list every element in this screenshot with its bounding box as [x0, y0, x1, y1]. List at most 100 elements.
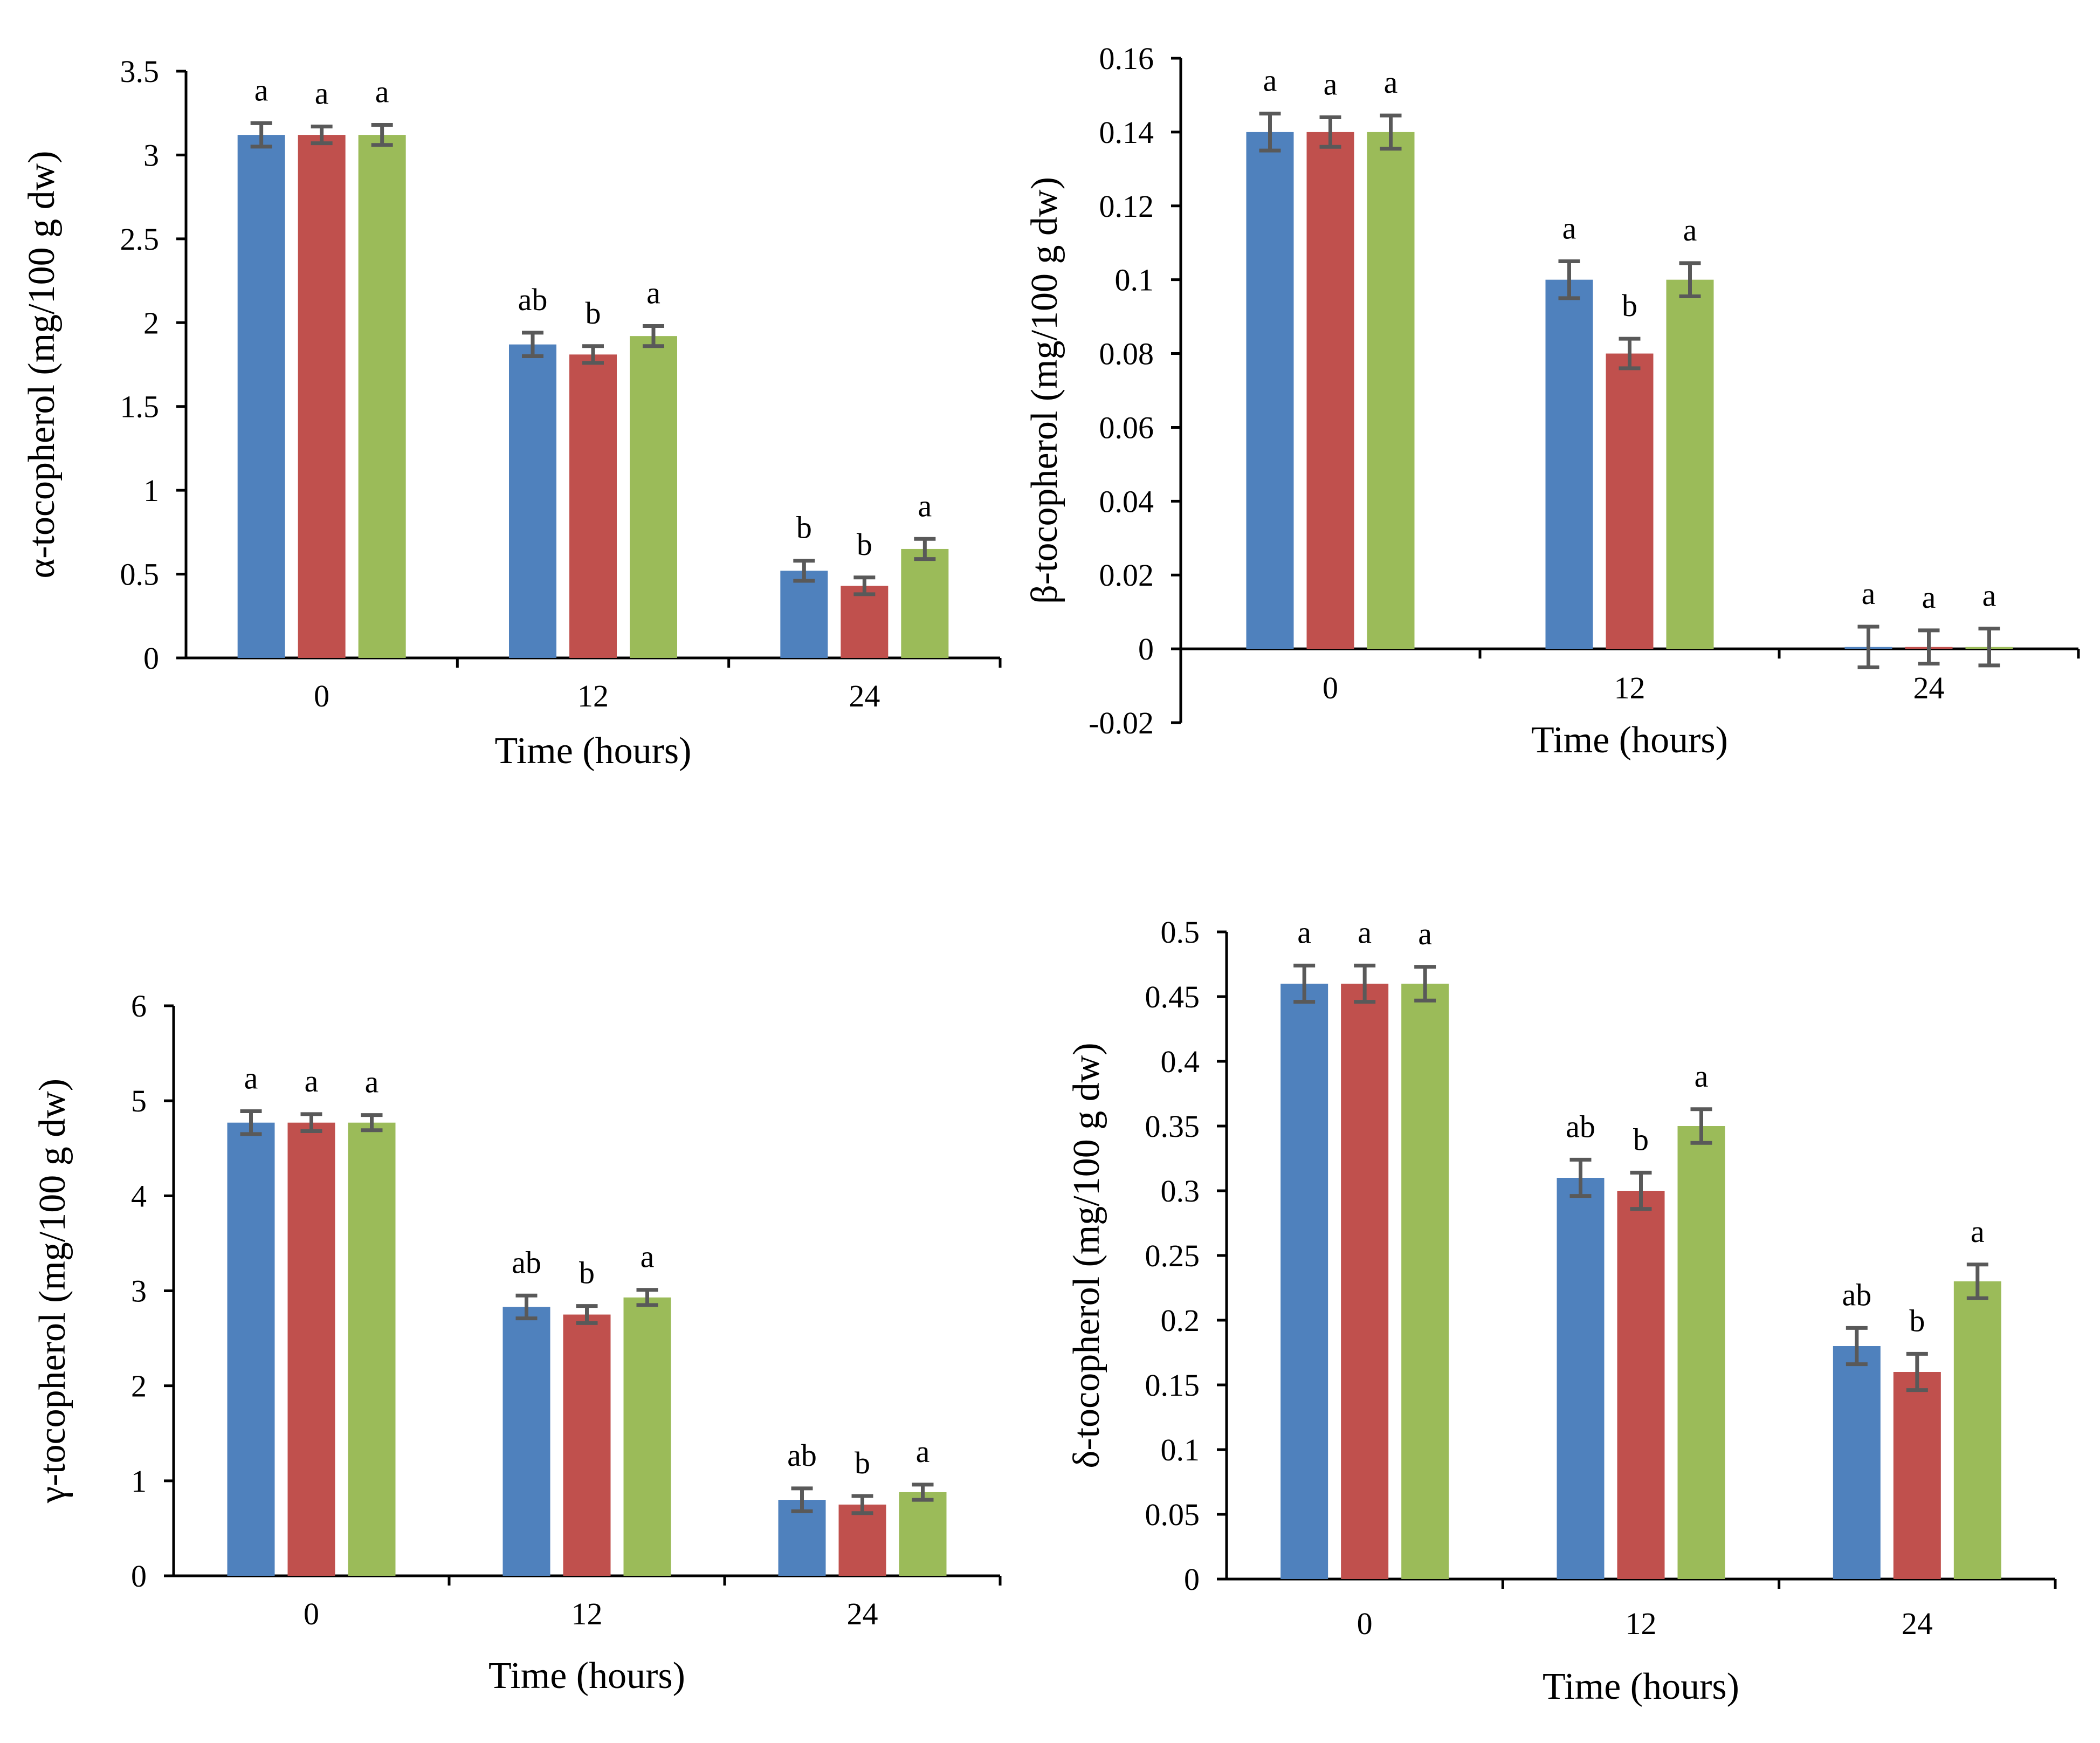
bar — [899, 1492, 947, 1576]
significance-label: a — [1683, 212, 1697, 248]
significance-label: a — [1971, 1214, 1985, 1249]
significance-label: b — [1622, 288, 1637, 323]
error-bar — [1966, 1262, 1988, 1300]
significance-label: a — [1695, 1059, 1709, 1094]
significance-label: ab — [512, 1245, 541, 1280]
y-tick-label: 3 — [143, 138, 159, 173]
y-tick-label: 1 — [143, 473, 159, 508]
y-tick-label: 2.5 — [120, 222, 160, 257]
y-axis-title: β-tocopherol (mg/100 g dw) — [1024, 177, 1065, 604]
error-bar — [582, 344, 604, 365]
error-bar — [1679, 261, 1701, 298]
y-tick-label: 0.35 — [1145, 1109, 1200, 1144]
y-axis-title: γ-tocopherol (mg/100 g dw) — [32, 1079, 73, 1504]
bar — [1893, 1372, 1941, 1579]
significance-label: ab — [1566, 1109, 1595, 1144]
y-tick-label: 0.05 — [1145, 1497, 1200, 1532]
error-bar — [1319, 115, 1341, 149]
error-bar — [311, 125, 333, 146]
significance-label: a — [1384, 65, 1398, 100]
bar — [841, 586, 889, 658]
error-bar — [1690, 1107, 1712, 1145]
error-bar — [576, 1304, 598, 1325]
bar — [901, 548, 949, 658]
y-tick-label: 0.04 — [1099, 484, 1154, 519]
significance-label: a — [365, 1065, 379, 1100]
error-bar — [1354, 963, 1376, 1004]
error-bar — [1414, 965, 1436, 1003]
bar — [1557, 1178, 1605, 1579]
bar — [237, 135, 285, 658]
error-bar — [1259, 112, 1281, 153]
x-axis-title: Time (hours) — [1531, 719, 1728, 761]
significance-label: a — [1297, 915, 1311, 950]
y-tick-label: 0.1 — [1161, 1432, 1200, 1467]
error-bar — [361, 1113, 383, 1133]
significance-label: a — [1324, 67, 1338, 102]
error-bar — [1978, 626, 2000, 668]
y-tick-label: 0.5 — [120, 557, 160, 592]
error-bar — [1380, 113, 1402, 151]
x-axis-title: Time (hours) — [1543, 1666, 1739, 1707]
significance-label: b — [796, 510, 812, 545]
error-bar — [1906, 1351, 1928, 1392]
error-bar — [1619, 337, 1641, 370]
bar — [1833, 1346, 1881, 1579]
significance-label: ab — [787, 1438, 817, 1473]
significance-label: a — [254, 72, 268, 107]
bar — [623, 1297, 671, 1576]
x-tick-label: 12 — [1614, 670, 1645, 705]
x-tick-label: 12 — [1626, 1606, 1657, 1641]
bar — [630, 336, 677, 658]
error-bar — [914, 537, 936, 561]
error-bar — [515, 1293, 538, 1321]
significance-label: ab — [1842, 1277, 1871, 1312]
y-axis-title: α-tocopherol (mg/100 g dw) — [21, 151, 63, 579]
x-tick-label: 0 — [304, 1596, 319, 1631]
x-tick-label: 12 — [572, 1596, 603, 1631]
bar — [1666, 279, 1714, 649]
significance-label: a — [1862, 576, 1876, 611]
bar — [1401, 984, 1449, 1579]
y-tick-label: 0.12 — [1099, 189, 1154, 224]
significance-label: a — [244, 1061, 258, 1096]
y-tick-label: 1 — [131, 1464, 147, 1499]
y-tick-label: 0.16 — [1099, 41, 1154, 76]
significance-label: b — [857, 527, 872, 562]
significance-label: a — [1263, 63, 1277, 98]
error-bar — [1558, 259, 1580, 300]
bar — [563, 1314, 611, 1576]
significance-label: a — [1922, 580, 1936, 615]
x-tick-label: 24 — [847, 1596, 878, 1631]
significance-label: a — [641, 1239, 655, 1274]
y-tick-label: 0.14 — [1099, 115, 1154, 150]
significance-label: a — [918, 488, 932, 523]
bar — [1606, 353, 1654, 649]
y-tick-label: 0.45 — [1145, 979, 1200, 1014]
bar — [358, 135, 406, 658]
error-bar — [522, 331, 543, 358]
error-bar — [1293, 963, 1316, 1004]
bar — [1280, 984, 1328, 1579]
bar — [569, 354, 617, 658]
y-tick-label: 0.15 — [1145, 1368, 1200, 1403]
y-tick-label: 0.02 — [1099, 558, 1154, 593]
significance-label: b — [1633, 1122, 1649, 1157]
error-bar — [1857, 625, 1879, 669]
significance-label: b — [586, 296, 601, 331]
error-bar — [1569, 1157, 1592, 1198]
error-bar — [371, 122, 393, 147]
y-tick-label: 0.3 — [1161, 1174, 1200, 1209]
x-axis-title: Time (hours) — [495, 730, 692, 772]
significance-label: a — [315, 76, 329, 111]
y-tick-label: 2 — [143, 305, 159, 340]
y-tick-label: 0 — [1184, 1562, 1200, 1597]
error-bar — [300, 1112, 322, 1134]
significance-label: a — [1418, 916, 1432, 951]
bar — [1341, 984, 1389, 1579]
y-tick-label: 0.5 — [1161, 915, 1200, 950]
bar — [1953, 1281, 2001, 1579]
error-bar — [912, 1483, 934, 1502]
significance-label: b — [1909, 1303, 1925, 1338]
bar — [502, 1307, 550, 1576]
